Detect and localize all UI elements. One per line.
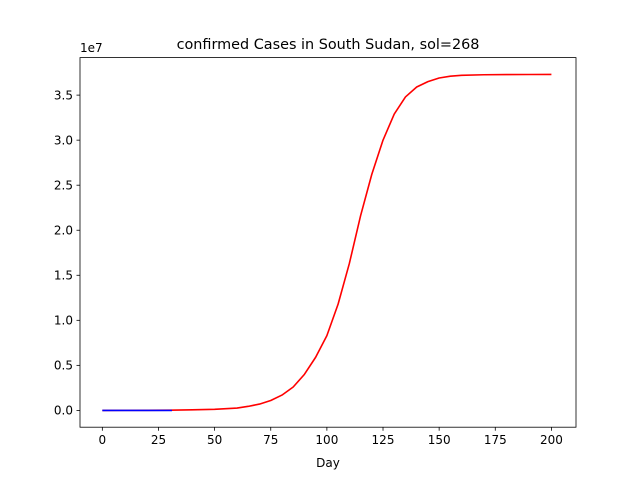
y-tick-label: 2.0 bbox=[54, 224, 73, 238]
x-tick-label: 25 bbox=[151, 433, 166, 447]
y-tick-label: 2.5 bbox=[54, 178, 73, 192]
x-tick-label: 0 bbox=[99, 433, 107, 447]
y-tick-label: 3.0 bbox=[54, 133, 73, 147]
y-axis: 0.0 0.5 1.0 1.5 2.0 2.5 3.0 3.5 bbox=[54, 88, 80, 418]
y-axis-offset-label: 1e7 bbox=[80, 41, 103, 55]
x-tick-label: 75 bbox=[263, 433, 278, 447]
x-tick-label: 50 bbox=[207, 433, 222, 447]
x-axis: 0 25 50 75 100 125 150 175 200 bbox=[99, 427, 563, 447]
x-axis-label: Day bbox=[316, 456, 340, 470]
series-layer bbox=[102, 73, 552, 412]
x-tick-label: 175 bbox=[484, 433, 507, 447]
plot-frame bbox=[79, 57, 577, 428]
plot-area bbox=[80, 57, 576, 428]
x-tick-label: 125 bbox=[372, 433, 395, 447]
x-tick-label: 100 bbox=[315, 433, 338, 447]
y-tick-label: 1.5 bbox=[54, 269, 73, 283]
y-tick-label: 3.5 bbox=[54, 88, 73, 102]
x-tick-label: 150 bbox=[428, 433, 451, 447]
x-tick-label: 200 bbox=[540, 433, 563, 447]
y-tick-label: 1.0 bbox=[54, 314, 73, 328]
chart-title: confirmed Cases in South Sudan, sol=268 bbox=[177, 37, 480, 53]
series-line-0 bbox=[102, 73, 552, 412]
y-tick-label: 0.5 bbox=[54, 359, 73, 373]
y-tick-label: 0.0 bbox=[54, 404, 73, 418]
